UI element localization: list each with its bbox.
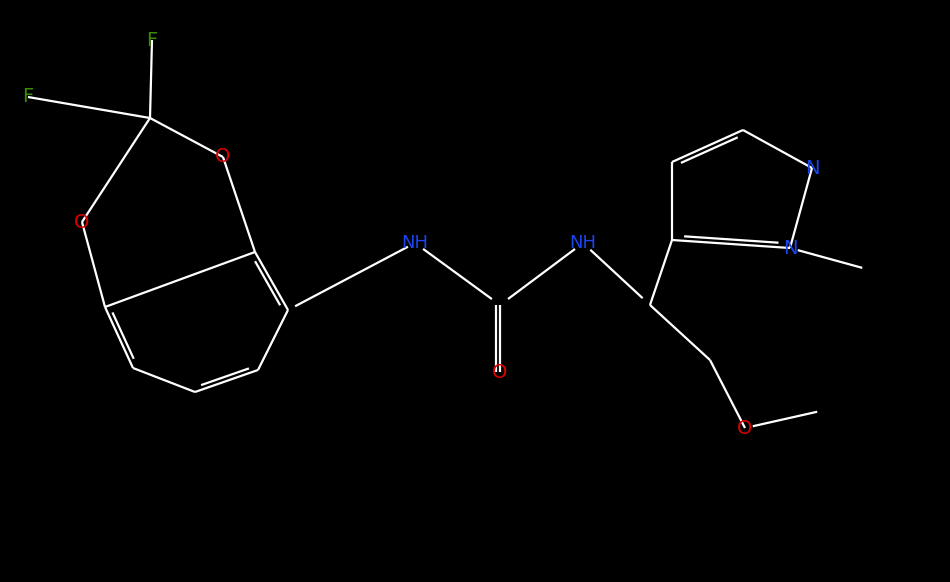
Text: NH: NH [402, 234, 428, 252]
Text: N: N [783, 239, 797, 257]
Text: O: O [74, 212, 89, 232]
Text: N: N [805, 158, 819, 178]
Text: O: O [492, 363, 507, 381]
Text: F: F [23, 87, 33, 107]
Text: NH: NH [569, 234, 597, 252]
Text: O: O [737, 418, 752, 438]
Text: F: F [146, 30, 158, 49]
Text: O: O [216, 147, 231, 166]
